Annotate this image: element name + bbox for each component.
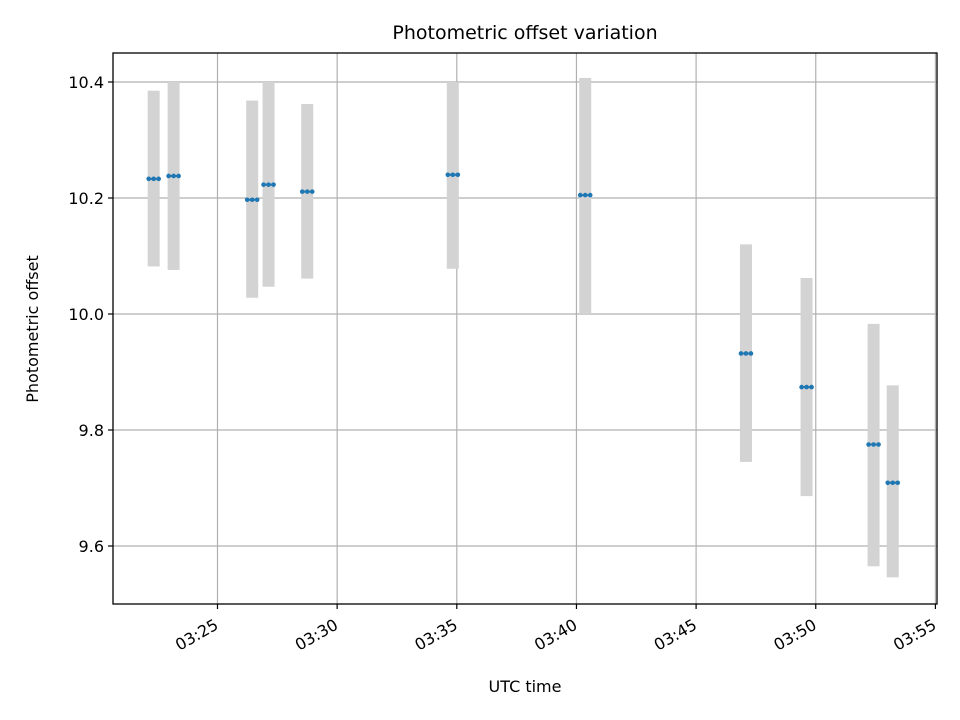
y-tick-label: 9.8 (79, 421, 104, 440)
y-tick-label: 10.4 (68, 73, 104, 92)
data-point (866, 442, 871, 447)
data-point (890, 480, 896, 486)
data-point (171, 173, 176, 179)
y-tick-label: 9.6 (79, 537, 104, 556)
data-point (309, 189, 315, 194)
data-point (261, 182, 266, 187)
data-point (587, 192, 593, 198)
data-point (151, 176, 156, 182)
data-point (455, 172, 461, 178)
data-point (304, 189, 310, 194)
y-axis-label: Photometric offset (23, 255, 42, 403)
data-point (266, 182, 271, 187)
y-tick-label: 10.2 (68, 189, 104, 208)
data-points (146, 172, 901, 486)
data-point (176, 173, 181, 179)
data-point (271, 182, 276, 187)
plot-frame (112, 52, 938, 605)
data-point (577, 192, 583, 198)
y-tick-label: 10.0 (68, 305, 104, 324)
data-point (156, 176, 161, 182)
data-point (450, 172, 456, 178)
data-point (445, 172, 451, 178)
data-point (254, 197, 260, 203)
data-point (748, 351, 754, 356)
data-point (743, 351, 749, 356)
data-point (871, 442, 876, 447)
x-axis-label: UTC time (489, 677, 562, 696)
chart-title: Photometric offset variation (392, 22, 657, 44)
data-point (582, 192, 588, 198)
data-point (895, 480, 901, 486)
data-point (885, 480, 891, 486)
data-point (146, 176, 151, 182)
data-point (876, 442, 881, 447)
data-point (804, 384, 809, 390)
data-point (738, 351, 744, 356)
data-point (249, 197, 255, 203)
data-point (809, 384, 814, 390)
data-point (299, 189, 305, 194)
data-point (244, 197, 250, 203)
data-point (799, 384, 804, 390)
data-point (166, 173, 171, 179)
